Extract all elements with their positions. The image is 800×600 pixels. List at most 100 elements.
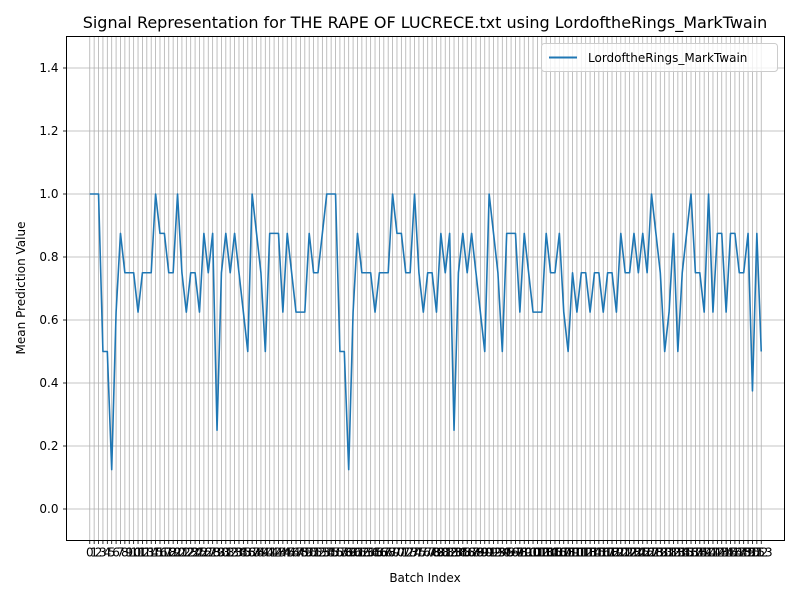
x-tick-label: 105 (539, 546, 562, 560)
x-tick-label: 90 (477, 546, 492, 560)
x-tick-label: 26 (196, 546, 211, 560)
x-tick-label: 72 (398, 546, 413, 560)
x-tick-label: 3 (99, 546, 107, 560)
x-tick-label: 97 (508, 546, 523, 560)
x-tick-label: 115 (583, 546, 606, 560)
x-tick-label: 9 (125, 546, 133, 560)
x-tick-label: 27 (201, 546, 216, 560)
x-tick-label: 61 (350, 546, 365, 560)
x-tick-label: 88 (468, 546, 483, 560)
series-line (89, 193, 763, 471)
x-tick-label: 96 (503, 546, 518, 560)
grid-lines (66, 36, 785, 541)
x-tick-label: 108 (552, 546, 575, 560)
x-tick-label: 43 (271, 546, 286, 560)
x-tick-label: 31 (218, 546, 233, 560)
x-tick-label: 110 (561, 546, 584, 560)
x-tick-label: 82 (442, 546, 457, 560)
x-tick-label: 65 (367, 546, 382, 560)
x-tick-label: 119 (601, 546, 624, 560)
x-tick-label: 141 (697, 546, 720, 560)
x-tick-label: 25 (192, 546, 207, 560)
x-tick-label: 145 (715, 546, 738, 560)
x-tick-label: 67 (376, 546, 391, 560)
x-tick-label: 76 (416, 546, 431, 560)
x-tick-label: 4 (103, 546, 111, 560)
x-tick-label: 33 (227, 546, 242, 560)
x-tick-label: 13 (139, 546, 154, 560)
x-tick-label: 84 (451, 546, 466, 560)
x-tick-label: 102 (526, 546, 549, 560)
x-tick-label: 46 (284, 546, 299, 560)
x-tick-label: 48 (293, 546, 308, 560)
y-tick-label: 1.2 (39, 124, 58, 138)
x-tick-label: 74 (407, 546, 422, 560)
x-tick-label: 146 (719, 546, 742, 560)
x-tick-label: 151 (741, 546, 764, 560)
x-tick-label: 144 (710, 546, 733, 560)
x-tick-label: 68 (381, 546, 396, 560)
x-tick-label: 81 (438, 546, 453, 560)
x-tick-label: 45 (280, 546, 295, 560)
x-axis-label: Batch Index (389, 571, 460, 585)
x-tick-label: 114 (579, 546, 602, 560)
x-tick-label: 140 (693, 546, 716, 560)
x-tick-label: 71 (394, 546, 409, 560)
x-tick-label: 35 (236, 546, 251, 560)
x-tick-label: 134 (666, 546, 689, 560)
x-tick-label: 50 (302, 546, 317, 560)
x-tick-label: 104 (535, 546, 558, 560)
x-tick-label: 87 (464, 546, 479, 560)
x-tick-label: 49 (297, 546, 312, 560)
x-tick-label: 38 (249, 546, 264, 560)
x-tick-label: 80 (433, 546, 448, 560)
x-tick-label: 44 (275, 546, 290, 560)
x-tick-label: 60 (345, 546, 360, 560)
x-tick-label: 40 (258, 546, 273, 560)
x-tick-label: 100 (517, 546, 540, 560)
x-tick-label: 22 (179, 546, 194, 560)
x-tick-label: 98 (512, 546, 527, 560)
x-tick-label: 123 (618, 546, 641, 560)
x-tick-label: 93 (490, 546, 505, 560)
x-tick-label: 94 (495, 546, 510, 560)
x-tick-label: 66 (372, 546, 387, 560)
x-tick-label: 125 (627, 546, 650, 560)
x-tick-label: 153 (750, 546, 773, 560)
y-tick-label: 1.0 (39, 187, 58, 201)
x-tick-label: 106 (544, 546, 567, 560)
x-tick-label: 41 (262, 546, 277, 560)
x-tick-label: 8 (121, 546, 129, 560)
x-tick-label: 32 (223, 546, 238, 560)
x-tick-label: 78 (424, 546, 439, 560)
x-tick-label: 2 (95, 546, 103, 560)
x-tick-label: 0 (86, 546, 94, 560)
x-tick-label: 109 (557, 546, 580, 560)
x-tick-label: 129 (644, 546, 667, 560)
x-tick-label: 99 (517, 546, 532, 560)
x-tick-label: 16 (152, 546, 167, 560)
y-tick-label: 0.6 (39, 313, 58, 327)
x-tick-label: 30 (214, 546, 229, 560)
x-tick-label: 131 (653, 546, 676, 560)
series-layer (89, 193, 763, 471)
x-tick-label: 23 (183, 546, 198, 560)
y-axis-label: Mean Prediction Value (14, 222, 28, 355)
x-tick-label: 86 (460, 546, 475, 560)
x-tick-label: 95 (499, 546, 514, 560)
x-tick-label: 128 (640, 546, 663, 560)
y-tick-label: 0.0 (39, 502, 58, 516)
x-tick-label: 116 (587, 546, 610, 560)
x-tick-label: 73 (402, 546, 417, 560)
x-tick-label: 149 (732, 546, 755, 560)
x-tick-label: 133 (662, 546, 685, 560)
x-tick-label: 15 (148, 546, 163, 560)
x-tick-label: 111 (565, 546, 588, 560)
plot-frame (66, 36, 785, 541)
x-tick-label: 130 (649, 546, 672, 560)
x-tick-label: 7 (117, 546, 125, 560)
x-tick-label: 12 (135, 546, 150, 560)
x-tick-label: 142 (702, 546, 725, 560)
x-tick-label: 70 (389, 546, 404, 560)
y-tick-label: 0.2 (39, 439, 58, 453)
